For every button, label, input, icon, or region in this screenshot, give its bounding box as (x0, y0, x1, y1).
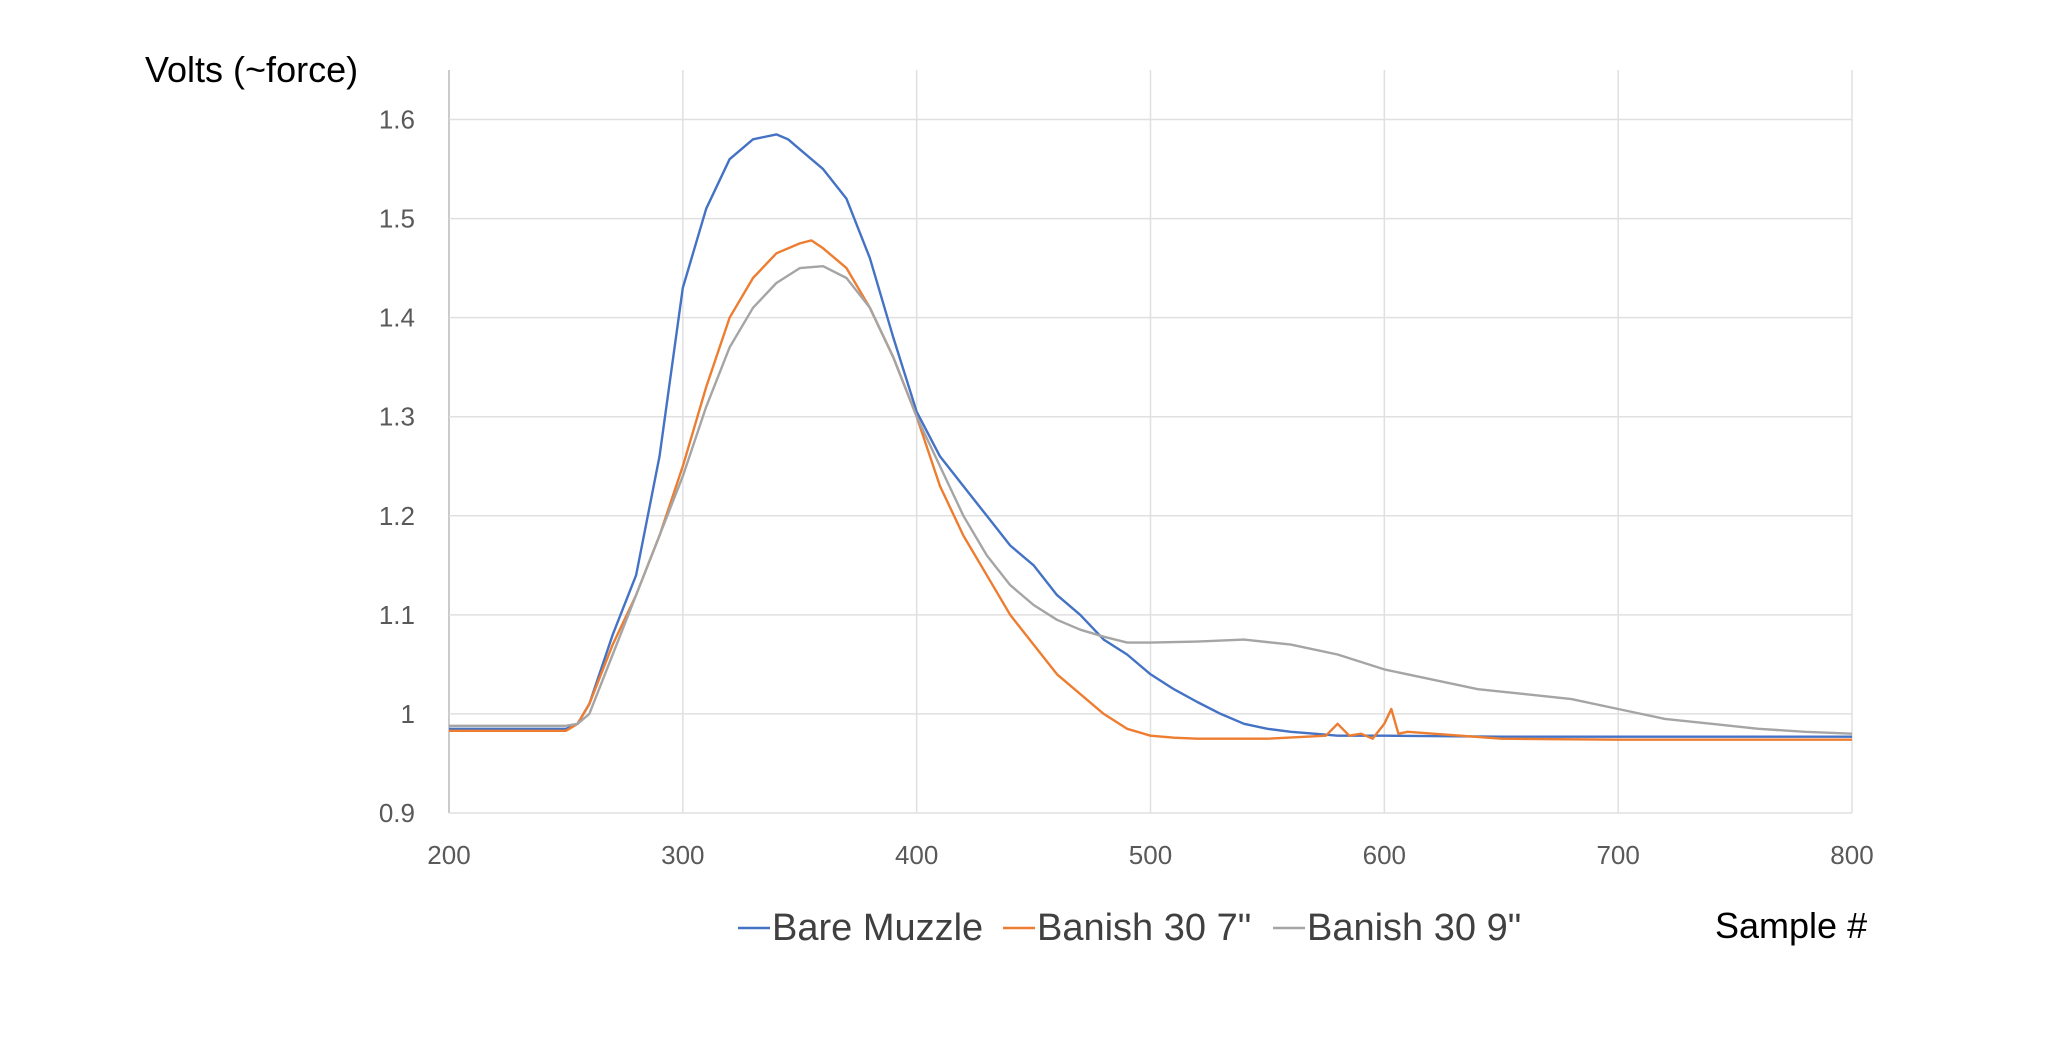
y-tick-label: 1.4 (379, 303, 415, 333)
x-tick-label: 800 (1830, 840, 1873, 870)
series-lines (449, 133, 1853, 741)
y-tick-label: 1.3 (379, 402, 415, 432)
y-tick-label: 0.9 (379, 798, 415, 828)
series-line-2 (449, 265, 1853, 735)
legend-label-banish-30-7: Banish 30 7" (1037, 907, 1251, 949)
series-line-1 (449, 239, 1852, 741)
legend: Bare Muzzle Banish 30 7" Banish 30 9" (738, 907, 1521, 949)
x-tick-label: 600 (1363, 840, 1406, 870)
horizontal-gridlines (449, 118, 1852, 814)
y-tick-label: 1.1 (379, 600, 415, 630)
y-tick-label: 1 (401, 699, 415, 729)
y-axis-title: Volts (~force) (145, 49, 358, 90)
series-line-0 (449, 133, 1852, 738)
x-tick-label: 400 (895, 840, 938, 870)
x-tick-label: 200 (427, 840, 470, 870)
y-tick-label: 1.6 (379, 105, 415, 135)
legend-label-bare-muzzle: Bare Muzzle (772, 907, 983, 949)
x-tick-label: 500 (1129, 840, 1172, 870)
y-tick-label: 1.2 (379, 501, 415, 531)
x-axis-title: Sample # (1715, 905, 1867, 946)
x-axis-tick-labels: 200 300 400 500 600 700 800 (427, 840, 1873, 870)
y-tick-label: 1.5 (379, 204, 415, 234)
vertical-gridlines (448, 70, 1853, 813)
x-tick-label: 300 (661, 840, 704, 870)
y-axis-tick-labels: 0.9 1 1.1 1.2 1.3 1.4 1.5 1.6 (379, 105, 415, 828)
x-tick-label: 700 (1596, 840, 1639, 870)
legend-label-banish-30-9: Banish 30 9" (1307, 907, 1521, 949)
